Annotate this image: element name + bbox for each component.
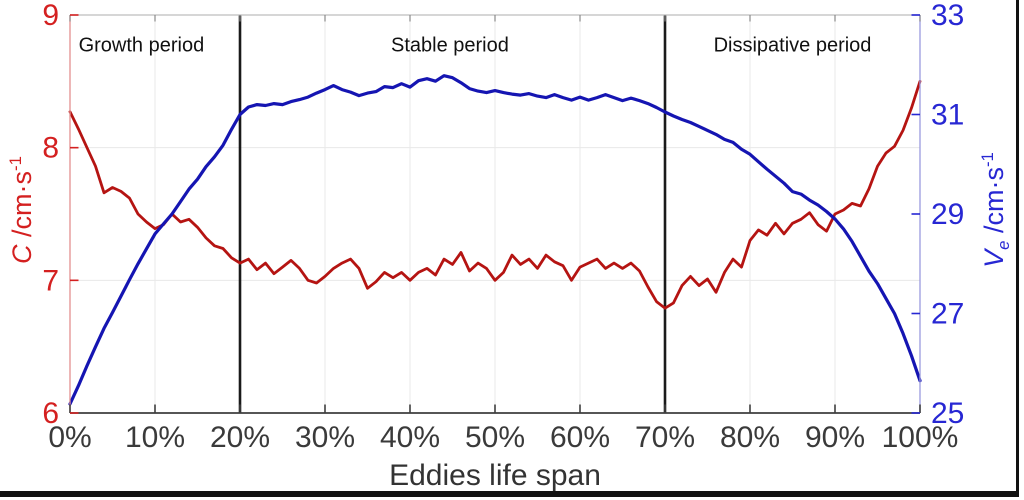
x-tick-label: 90% <box>805 421 865 454</box>
x-tick-label: 70% <box>635 421 695 454</box>
growth-period-label: Growth period <box>78 34 205 57</box>
left-axis-symbol: C <box>7 244 37 264</box>
right-y-tick-label: 29 <box>931 198 964 231</box>
x-tick-label: 30% <box>295 421 355 454</box>
right-y-tick-label: 33 <box>931 0 964 32</box>
right-y-tick-label: 31 <box>931 99 964 132</box>
ve-curve <box>68 74 922 406</box>
right-y-axis-label: Ve /cm·s-1 <box>978 152 1014 268</box>
right-y-tick-label: 27 <box>931 298 964 331</box>
dissipative-period-label: Dissipative period <box>713 34 872 57</box>
c-curve <box>68 79 922 310</box>
left-y-tick-label: 7 <box>42 264 59 297</box>
left-y-tick-label: 8 <box>42 132 59 165</box>
left-y-tick-label: 6 <box>42 397 59 430</box>
window-border-right <box>1016 0 1019 497</box>
right-axis-unit: /cm·s <box>978 167 1009 241</box>
x-tick-label: 40% <box>380 421 440 454</box>
x-tick-label: 100% <box>882 421 959 454</box>
right-axis-subscript: e <box>994 240 1014 250</box>
left-axis-unit: /cm·s <box>7 170 37 245</box>
left-axis-exponent: -1 <box>6 156 25 171</box>
x-tick-label: 20% <box>210 421 270 454</box>
left-y-axis-label: C /cm·s-1 <box>6 156 38 264</box>
right-axis-exponent: -1 <box>977 152 997 168</box>
left-y-tick-label: 9 <box>42 0 59 32</box>
stable-period-label: Stable period <box>391 34 509 57</box>
x-tick-label: 50% <box>465 421 525 454</box>
window-border-bottom <box>0 491 1019 497</box>
x-tick-label: 60% <box>550 421 610 454</box>
x-axis-label: Eddies life span <box>389 459 601 492</box>
x-tick-label: 80% <box>720 421 780 454</box>
right-y-tick-label: 25 <box>931 397 964 430</box>
x-tick-label: 0% <box>48 421 91 454</box>
right-axis-symbol: V <box>978 249 1009 268</box>
x-tick-label: 10% <box>125 421 185 454</box>
